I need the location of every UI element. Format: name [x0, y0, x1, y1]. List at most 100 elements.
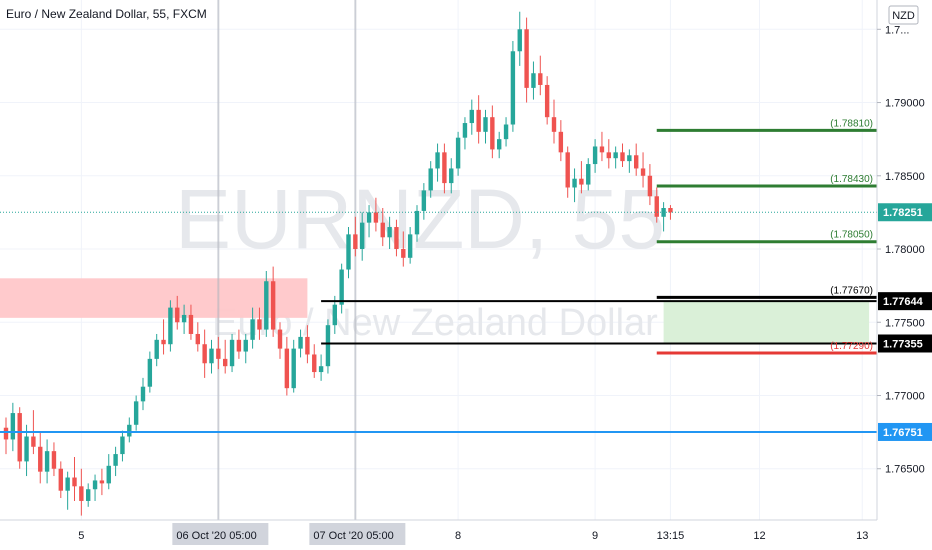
candle[interactable] [284, 336, 290, 396]
candle-body[interactable] [298, 336, 303, 349]
candle[interactable] [305, 325, 310, 364]
candle-body[interactable] [92, 480, 98, 490]
candle[interactable] [558, 120, 564, 162]
candle-body[interactable] [346, 234, 351, 270]
candle-body[interactable] [181, 314, 187, 323]
candle-body[interactable] [599, 146, 605, 153]
candle[interactable] [154, 333, 159, 367]
candle-body[interactable] [229, 339, 235, 367]
candle[interactable] [544, 76, 550, 125]
candle-body[interactable] [414, 210, 420, 235]
candle[interactable] [449, 158, 454, 194]
candle[interactable] [579, 161, 584, 194]
candles[interactable] [3, 11, 673, 516]
candle-body[interactable] [113, 454, 118, 466]
candle-body[interactable] [517, 29, 522, 52]
candle[interactable] [346, 227, 351, 279]
price-axis[interactable]: 1.76500 1.77000 1.77500 1.78000 1.78500 1.790… [877, 24, 925, 476]
candle[interactable] [79, 468, 84, 516]
candle[interactable] [92, 474, 98, 501]
candle-body[interactable] [647, 175, 653, 197]
candle[interactable] [106, 454, 111, 490]
candle-body[interactable] [51, 451, 57, 469]
candle[interactable] [72, 457, 77, 501]
candle-body[interactable] [209, 348, 214, 364]
candle[interactable] [223, 339, 228, 374]
candle[interactable] [360, 212, 365, 261]
candle-body[interactable] [10, 413, 16, 440]
candle[interactable] [99, 468, 105, 496]
candle[interactable] [497, 131, 502, 159]
candle[interactable] [339, 263, 344, 314]
candle-body[interactable] [312, 354, 317, 373]
candle[interactable] [270, 266, 276, 337]
candle[interactable] [38, 432, 43, 484]
candle-body[interactable] [373, 212, 379, 223]
candle-body[interactable] [353, 234, 358, 250]
candle-body[interactable] [58, 468, 63, 491]
candle[interactable] [490, 105, 495, 159]
candle[interactable] [634, 143, 639, 176]
candle[interactable] [24, 424, 29, 477]
candle-body[interactable] [668, 208, 673, 213]
candle-body[interactable] [572, 178, 577, 188]
candle[interactable] [407, 227, 413, 264]
candle-body[interactable] [243, 339, 248, 352]
candle[interactable] [140, 377, 146, 411]
candle-body[interactable] [17, 413, 22, 462]
candle[interactable] [565, 146, 570, 198]
candle[interactable] [277, 322, 283, 359]
candle[interactable] [202, 329, 207, 378]
candle[interactable] [147, 351, 153, 393]
candle[interactable] [654, 187, 659, 223]
candle[interactable] [291, 339, 296, 393]
candle[interactable] [387, 216, 392, 250]
candle[interactable] [161, 319, 166, 355]
candle-body[interactable] [325, 325, 331, 367]
candle-body[interactable] [407, 234, 413, 258]
candle-body[interactable] [627, 155, 632, 162]
candle[interactable] [428, 161, 433, 198]
candle-body[interactable] [551, 117, 557, 132]
candle[interactable] [599, 131, 605, 162]
candle[interactable] [613, 146, 618, 169]
candle-body[interactable] [510, 51, 516, 125]
candle-body[interactable] [305, 336, 310, 355]
candle-body[interactable] [387, 227, 392, 238]
candle-body[interactable] [127, 424, 132, 437]
candle[interactable] [538, 55, 543, 96]
candle-body[interactable] [3, 427, 9, 440]
candle-body[interactable] [284, 348, 290, 389]
candle[interactable] [51, 442, 57, 477]
candle-body[interactable] [565, 152, 570, 188]
candle-body[interactable] [455, 137, 461, 169]
candle[interactable] [627, 149, 632, 173]
candle[interactable] [113, 446, 118, 477]
candle-body[interactable] [140, 386, 146, 402]
candle[interactable] [421, 183, 427, 220]
candle[interactable] [318, 354, 324, 381]
candle[interactable] [298, 329, 303, 358]
candle[interactable] [86, 483, 91, 507]
candle-body[interactable] [469, 109, 474, 124]
candle-body[interactable] [339, 269, 344, 305]
candle-body[interactable] [24, 436, 29, 462]
candle-body[interactable] [366, 212, 372, 223]
candle[interactable] [476, 95, 481, 144]
candle[interactable] [572, 168, 577, 203]
candle-body[interactable] [99, 480, 105, 484]
candle-body[interactable] [168, 307, 173, 345]
candle-body[interactable] [120, 436, 125, 455]
candle-body[interactable] [421, 190, 427, 211]
candle-body[interactable] [236, 339, 242, 352]
candle-body[interactable] [531, 73, 536, 88]
candle[interactable] [366, 205, 372, 238]
candle-body[interactable] [161, 339, 166, 345]
candle[interactable] [483, 109, 488, 144]
candle-body[interactable] [31, 436, 36, 447]
candle-body[interactable] [592, 146, 598, 165]
candle-body[interactable] [72, 477, 77, 487]
candle-body[interactable] [79, 486, 84, 501]
candle-body[interactable] [490, 117, 495, 150]
